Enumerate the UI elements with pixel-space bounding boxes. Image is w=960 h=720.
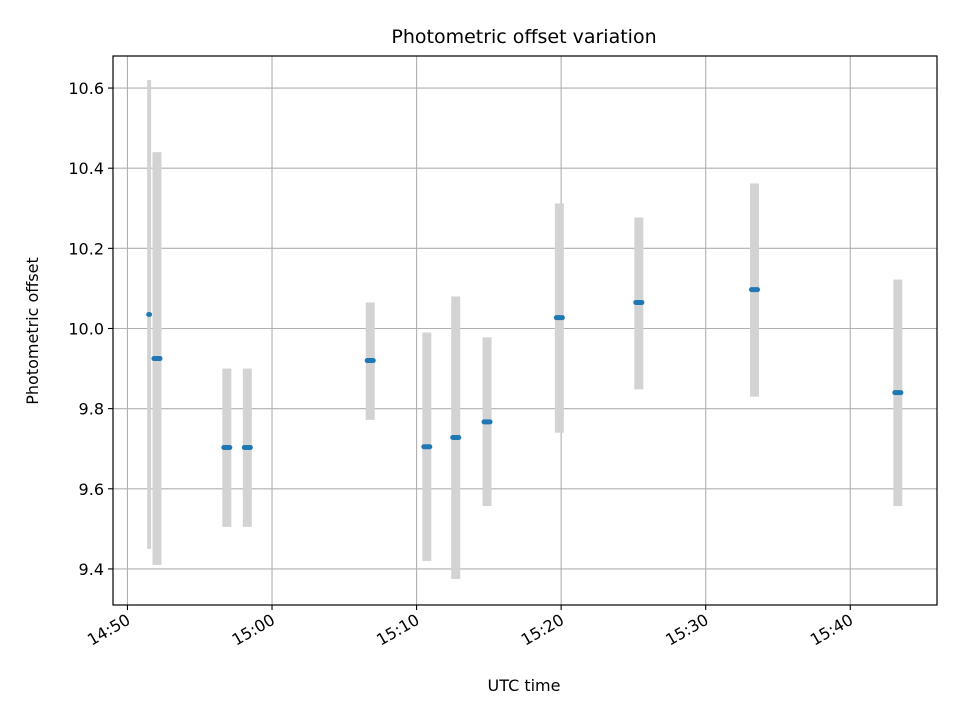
data-marker <box>146 311 153 317</box>
y-tick-label: 10.0 <box>68 319 104 338</box>
grid <box>113 56 937 605</box>
y-tick-label: 9.8 <box>79 400 104 419</box>
data-markers <box>146 287 904 451</box>
y-tick-label: 10.6 <box>68 79 104 98</box>
y-tick-label: 10.4 <box>68 159 104 178</box>
y-tick-label: 9.6 <box>79 480 104 499</box>
y-axis-label: Photometric offset <box>23 257 42 405</box>
y-tick-label: 10.2 <box>68 239 104 258</box>
chart-title: Photometric offset variation <box>391 26 656 48</box>
plot-frame <box>112 55 938 606</box>
x-axis-label: UTC time <box>488 676 561 695</box>
y-axis-ticks: 9.4 9.6 9.8 10.0 10.2 10.4 10.6 <box>68 79 113 579</box>
y-tick-label: 9.4 <box>79 560 104 579</box>
